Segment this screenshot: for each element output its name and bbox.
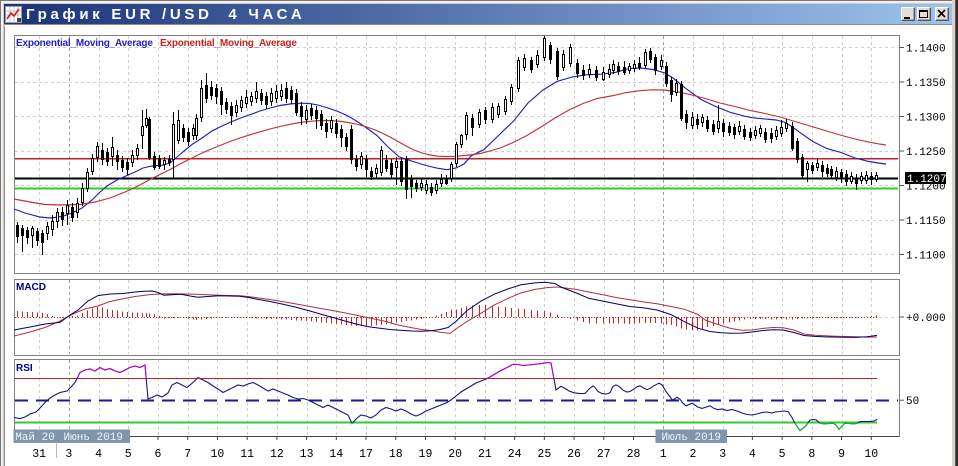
svg-text:Exponential_Moving_Average: Exponential_Moving_Average [16, 38, 153, 49]
svg-text:MACD: MACD [16, 282, 46, 293]
svg-text:1: 1 [660, 448, 667, 461]
svg-text:1.1207: 1.1207 [907, 174, 947, 186]
svg-text:1.1300: 1.1300 [906, 113, 946, 125]
svg-text:14: 14 [329, 448, 343, 461]
svg-text:1.1250: 1.1250 [906, 147, 946, 159]
svg-text:3: 3 [65, 448, 72, 461]
svg-text:25: 25 [537, 448, 551, 461]
svg-text:10: 10 [211, 448, 225, 461]
svg-text:4: 4 [749, 448, 756, 461]
svg-text:+0.000: +0.000 [906, 313, 946, 325]
svg-text:21: 21 [478, 448, 492, 461]
svg-text:Июль 2019: Июль 2019 [662, 432, 721, 444]
svg-text:3: 3 [719, 448, 726, 461]
svg-text:50: 50 [906, 396, 919, 408]
svg-text:1.1100: 1.1100 [906, 251, 946, 263]
svg-text:18: 18 [389, 448, 403, 461]
svg-text:20: 20 [448, 448, 462, 461]
svg-text:5: 5 [125, 448, 132, 461]
svg-text:10: 10 [864, 448, 878, 461]
svg-text:6: 6 [155, 448, 162, 461]
svg-text:28: 28 [627, 448, 641, 461]
svg-text:8: 8 [808, 448, 815, 461]
svg-text:1.1400: 1.1400 [906, 44, 946, 56]
svg-text:Exponential_Moving_Average: Exponential_Moving_Average [160, 38, 297, 49]
svg-text:5: 5 [779, 448, 786, 461]
svg-text:4: 4 [95, 448, 102, 461]
svg-text:17: 17 [359, 448, 373, 461]
svg-text:RSI: RSI [16, 363, 33, 374]
svg-text:Июнь 2019: Июнь 2019 [64, 432, 123, 444]
svg-text:11: 11 [240, 448, 254, 461]
svg-text:19: 19 [419, 448, 433, 461]
svg-text:Май 20: Май 20 [15, 432, 55, 444]
svg-text:12: 12 [270, 448, 284, 461]
svg-text:26: 26 [567, 448, 581, 461]
svg-text:31: 31 [32, 448, 46, 461]
svg-text:27: 27 [597, 448, 611, 461]
svg-text:7: 7 [184, 448, 191, 461]
svg-text:13: 13 [300, 448, 314, 461]
svg-text:2: 2 [689, 448, 696, 461]
svg-text:1.1350: 1.1350 [906, 78, 946, 90]
svg-text:1.1200: 1.1200 [906, 182, 946, 194]
svg-text:1.1150: 1.1150 [906, 216, 946, 228]
svg-text:24: 24 [508, 448, 522, 461]
svg-text:9: 9 [838, 448, 845, 461]
